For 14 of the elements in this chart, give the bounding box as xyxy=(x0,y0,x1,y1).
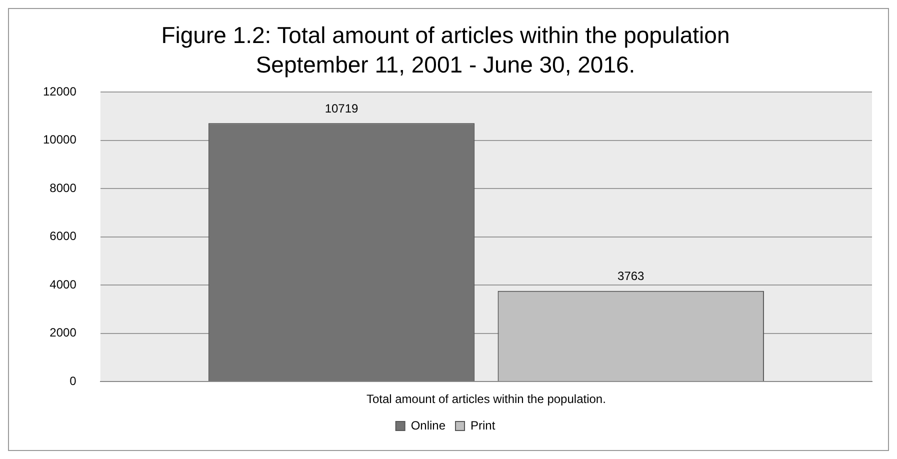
y-tick-label: 12000 xyxy=(42,84,77,99)
y-tick-label: 4000 xyxy=(50,277,77,292)
data-label: 3763 xyxy=(618,269,645,284)
data-label: 10719 xyxy=(324,101,359,116)
legend-label: Online xyxy=(410,418,446,432)
y-tick-label: 10000 xyxy=(42,132,77,147)
chart-title: Figure 1.2: Total amount of articles within the population xyxy=(161,22,730,48)
legend-label: Print xyxy=(470,418,496,432)
y-tick-label: 8000 xyxy=(50,180,77,195)
y-tick-label: 0 xyxy=(70,374,77,388)
y-tick-label: 2000 xyxy=(50,326,77,340)
y-tick-label: 6000 xyxy=(50,229,77,244)
chart-subtitle: September 11, 2001 - June 30, 2016. xyxy=(256,52,636,78)
x-tick-label: Total amount of articles within the population. xyxy=(366,392,606,406)
